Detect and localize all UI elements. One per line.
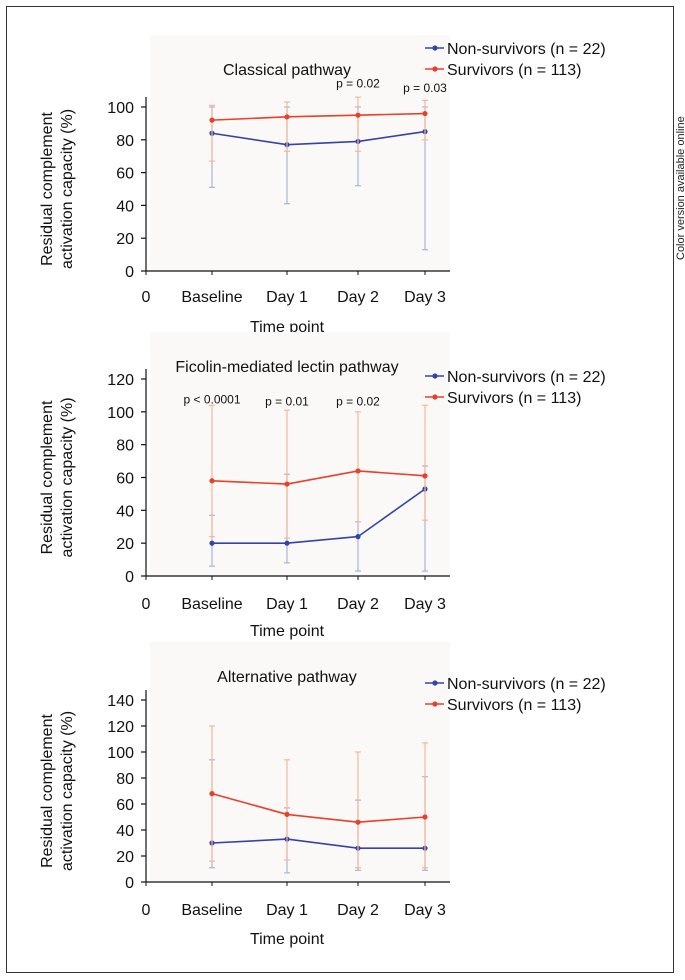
legend-label: Non-survivors (n = 22)	[447, 41, 606, 58]
x-tick-label: Day 3	[404, 902, 446, 919]
series-survivors	[209, 404, 428, 539]
y-tick-label: 20	[116, 536, 134, 553]
y-tick-label: 120	[107, 372, 134, 389]
legend-label: Survivors (n = 113)	[447, 697, 581, 714]
y-axis-label-line2: activation capacity (%)	[59, 711, 76, 871]
chart-title: Classical pathway	[223, 62, 351, 79]
data-point	[209, 791, 215, 797]
data-point	[422, 814, 428, 820]
series-line	[211, 838, 425, 850]
p-value-annotation: p = 0.02	[336, 76, 380, 90]
data-point	[209, 540, 215, 546]
y-tick-label: 60	[116, 471, 134, 488]
chart-panel-2: Ficolin-mediated lectin pathway 0 20 40 60 80…	[39, 332, 606, 640]
y-tick-label: 60	[116, 166, 134, 183]
x-tick-label: Day 3	[404, 289, 446, 306]
p-value-annotation: p = 0.03	[403, 81, 447, 95]
x-tick-label: Day 1	[266, 596, 308, 613]
y-axis-label-line2: activation capacity (%)	[59, 109, 76, 269]
series-line	[211, 112, 426, 121]
chart-title: Alternative pathway	[217, 669, 357, 686]
legend-label: Non-survivors (n = 22)	[447, 369, 606, 386]
data-point	[355, 534, 361, 540]
plot-background	[150, 332, 450, 576]
legend-swatch-marker	[432, 701, 438, 707]
legend-swatch-marker	[432, 66, 438, 72]
data-point	[355, 112, 361, 118]
x-axis-label: Time point	[250, 931, 325, 948]
y-tick-label: 140	[107, 693, 134, 710]
legend-swatch-marker	[432, 45, 438, 51]
plot-background	[150, 35, 450, 271]
y-tick-label: 40	[116, 823, 134, 840]
series-line	[211, 470, 426, 485]
x-tick-label: Day 1	[266, 289, 308, 306]
legend-label: Survivors (n = 113)	[447, 390, 581, 407]
data-point	[284, 114, 290, 120]
data-point	[284, 481, 290, 487]
chart-title: Ficolin-mediated lectin pathway	[175, 359, 398, 376]
y-tick-label: 40	[116, 198, 134, 215]
x-tick-label: Day 2	[337, 902, 379, 919]
x-tick-label: Day 1	[266, 902, 308, 919]
series-survivors	[209, 725, 428, 869]
plot-background	[150, 642, 450, 882]
series-line	[212, 488, 426, 544]
y-tick-label: 80	[116, 771, 134, 788]
x-axis-label: Time point	[250, 623, 325, 640]
data-point	[355, 468, 361, 474]
y-axis-label-line1: Residual complement	[39, 714, 56, 868]
legend-swatch-marker	[432, 373, 438, 379]
y-tick-label: 100	[107, 745, 134, 762]
y-tick-label: 40	[116, 503, 134, 520]
y-tick-label: 20	[116, 849, 134, 866]
y-axis-label-line1: Residual complement	[39, 112, 56, 266]
y-tick-label: 80	[116, 438, 134, 455]
legend-swatch-marker	[432, 394, 438, 400]
x-tick-label: Day 3	[404, 596, 446, 613]
data-point	[209, 117, 215, 123]
y-tick-label: 120	[107, 719, 134, 736]
y-tick-label: 20	[116, 231, 134, 248]
x-tick-label: Day 2	[337, 596, 379, 613]
chart-panel-3: Alternative pathway 0 20 40 60 80 100 120 140 0 Ba…	[39, 642, 606, 948]
data-point	[422, 110, 428, 117]
chart-panel-1: Classical pathway 0 20 40 60 80 100 0 Baseline Da…	[39, 35, 606, 336]
y-tick-label: 0	[125, 569, 134, 586]
legend-label: Survivors (n = 113)	[447, 62, 581, 79]
series-line	[211, 130, 426, 146]
data-point	[284, 540, 290, 546]
data-point	[209, 478, 215, 484]
p-value-annotation: p < 0.0001	[183, 393, 240, 407]
legend-swatch-marker	[432, 680, 438, 686]
y-tick-label: 60	[116, 797, 134, 814]
y-axis-label-line1: Residual complement	[39, 400, 56, 554]
series-survivors	[209, 96, 428, 162]
figure-frame	[6, 6, 674, 973]
y-tick-label: 100	[107, 405, 134, 422]
y-axis-label-line2: activation capacity (%)	[59, 397, 76, 557]
legend-label: Non-survivors (n = 22)	[447, 676, 606, 693]
x-tick-label: 0	[142, 902, 151, 919]
data-point	[355, 819, 361, 825]
p-value-annotation: p = 0.02	[336, 394, 380, 408]
series-line	[211, 792, 426, 824]
x-tick-label: Baseline	[181, 902, 242, 919]
y-tick-label: 100	[107, 100, 134, 117]
y-tick-label: 0	[125, 875, 134, 892]
data-point	[422, 473, 428, 479]
x-tick-label: Baseline	[181, 289, 242, 306]
data-point	[284, 811, 290, 818]
y-tick-label: 0	[125, 264, 134, 281]
y-tick-label: 80	[116, 133, 134, 150]
x-axis-label: Time point	[250, 319, 325, 336]
x-tick-label: 0	[142, 289, 151, 306]
p-value-annotation: p = 0.01	[265, 394, 309, 408]
x-tick-label: Baseline	[181, 596, 242, 613]
x-tick-label: Day 2	[337, 289, 379, 306]
x-tick-label: 0	[142, 596, 151, 613]
